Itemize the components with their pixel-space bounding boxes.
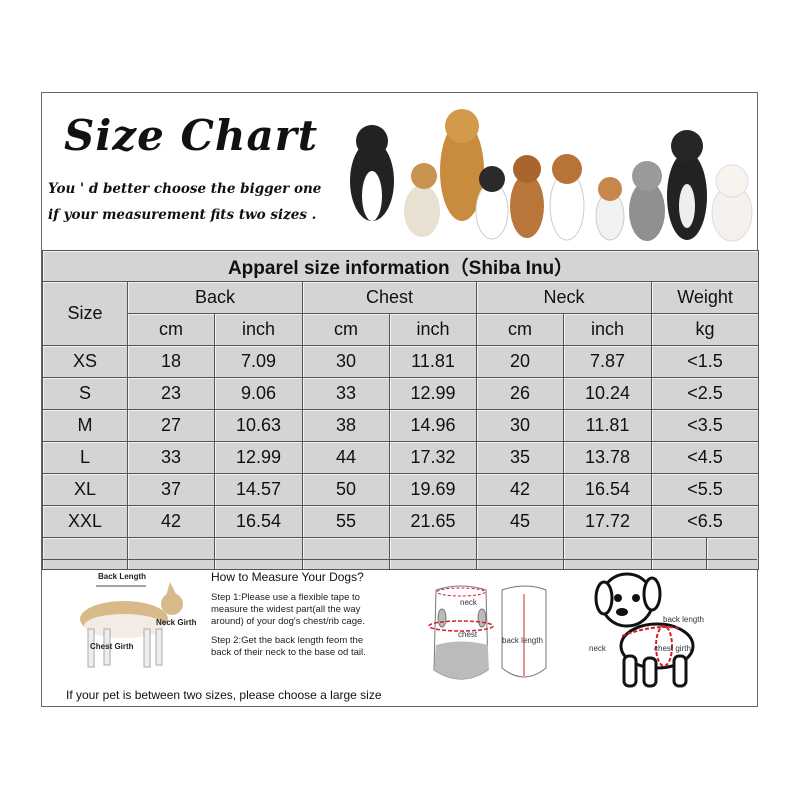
value-cell: 26 xyxy=(476,377,564,410)
unit-header: cm xyxy=(127,313,215,346)
value-cell: 23 xyxy=(127,377,215,410)
size-table: Apparel size information（Shiba Inu） Size… xyxy=(41,250,760,570)
value-cell: 38 xyxy=(302,409,390,442)
size-header: Size xyxy=(42,281,128,346)
table-row: S 23 9.06 33 12.99 26 10.24 <2.5 xyxy=(42,377,760,410)
value-cell: 11.81 xyxy=(563,409,652,442)
value-cell: 16.54 xyxy=(214,505,303,538)
subtitle-line-2: if your measurement fits two sizes . xyxy=(48,207,317,223)
dog-illustrations xyxy=(350,109,753,242)
value-cell: <1.5 xyxy=(650,345,760,378)
value-cell: 44 xyxy=(302,441,390,474)
value-cell: 9.06 xyxy=(214,377,303,410)
table-row: M 27 10.63 38 14.96 30 11.81 <3.5 xyxy=(42,409,760,442)
unit-header: inch xyxy=(389,313,477,346)
size-cell: L xyxy=(42,441,128,474)
value-cell: 33 xyxy=(127,441,215,474)
value-cell: 16.54 xyxy=(563,473,652,506)
table-row: XL 37 14.57 50 19.69 42 16.54 <5.5 xyxy=(42,473,760,506)
unit-header: inch xyxy=(214,313,303,346)
value-cell: 30 xyxy=(302,345,390,378)
garment-diagram xyxy=(428,585,547,680)
value-cell: 42 xyxy=(127,505,215,538)
value-cell: 18 xyxy=(127,345,215,378)
table-row: XXL 42 16.54 55 21.65 45 17.72 <6.5 xyxy=(42,505,760,538)
group-header-back: Back xyxy=(127,281,303,314)
garment-label-neck: neck xyxy=(460,598,477,607)
group-header-weight: Weight xyxy=(650,281,760,314)
value-cell: 30 xyxy=(476,409,564,442)
value-cell: 7.09 xyxy=(214,345,303,378)
value-cell: 10.24 xyxy=(563,377,652,410)
value-cell: 42 xyxy=(476,473,564,506)
empty-row xyxy=(42,537,760,570)
value-cell: 12.99 xyxy=(214,441,303,474)
unit-header: kg xyxy=(650,313,760,346)
measure-step-2: Step 2:Get the back length feom the back… xyxy=(211,635,366,658)
value-cell: 10.63 xyxy=(214,409,303,442)
value-cell: 45 xyxy=(476,505,564,538)
value-cell: 7.87 xyxy=(563,345,652,378)
value-cell: 17.72 xyxy=(563,505,652,538)
value-cell: <3.5 xyxy=(650,409,760,442)
group-header-neck: Neck xyxy=(476,281,652,314)
table-title: Apparel size information（Shiba Inu） xyxy=(41,250,760,282)
value-cell: 20 xyxy=(476,345,564,378)
measure-section: Back Length Neck Girth Chest Girth How t… xyxy=(42,559,757,709)
puppy-label-back-length: back length xyxy=(663,615,704,624)
label-chest-girth: Chest Girth xyxy=(90,642,134,651)
group-header-chest: Chest xyxy=(302,281,477,314)
puppy-label-neck: neck xyxy=(589,644,606,653)
table-row: L 33 12.99 44 17.32 35 13.78 <4.5 xyxy=(42,441,760,474)
unit-header: cm xyxy=(476,313,564,346)
units-row: cm inch cm inch cm inch kg xyxy=(43,313,760,346)
measure-heading: How to Measure Your Dogs? xyxy=(211,570,364,584)
value-cell: 14.57 xyxy=(214,473,303,506)
measure-step-1: Step 1:Please use a flexible tape to mea… xyxy=(211,592,365,627)
size-cell: S xyxy=(42,377,128,410)
chart-title: Size Chart xyxy=(64,111,319,160)
value-cell: 37 xyxy=(127,473,215,506)
value-cell: 11.81 xyxy=(389,345,477,378)
value-cell: 21.65 xyxy=(389,505,477,538)
size-cell: M xyxy=(42,409,128,442)
unit-header: inch xyxy=(563,313,652,346)
dog-measure-illustration xyxy=(80,582,183,668)
garment-label-back-length: back length xyxy=(502,636,543,645)
value-cell: <5.5 xyxy=(650,473,760,506)
size-cell: XS xyxy=(42,345,128,378)
unit-header: cm xyxy=(302,313,390,346)
size-cell: XXL xyxy=(42,505,128,538)
subtitle-line-1: You ' d better choose the bigger one xyxy=(48,181,322,197)
header: Size Chart You ' d better choose the big… xyxy=(42,93,757,250)
label-back-length: Back Length xyxy=(98,572,147,581)
value-cell: 50 xyxy=(302,473,390,506)
puppy-label-chest-girth: chest girth xyxy=(654,644,691,653)
garment-label-chest: chest xyxy=(458,630,478,639)
value-cell: 14.96 xyxy=(389,409,477,442)
puppy-diagram xyxy=(594,572,695,688)
value-cell: 55 xyxy=(302,505,390,538)
size-note: If your pet is between two sizes, please… xyxy=(66,688,382,702)
value-cell: 17.32 xyxy=(389,441,477,474)
value-cell: 19.69 xyxy=(389,473,477,506)
size-cell: XL xyxy=(42,473,128,506)
table-row: XS 18 7.09 30 11.81 20 7.87 <1.5 xyxy=(42,345,760,378)
pets-photo xyxy=(350,109,753,242)
value-cell: 13.78 xyxy=(563,441,652,474)
value-cell: <4.5 xyxy=(650,441,760,474)
value-cell: <6.5 xyxy=(650,505,760,538)
value-cell: <2.5 xyxy=(650,377,760,410)
value-cell: 27 xyxy=(127,409,215,442)
size-chart: Size Chart You ' d better choose the big… xyxy=(41,92,760,709)
value-cell: 33 xyxy=(302,377,390,410)
label-neck-girth: Neck Girth xyxy=(156,618,197,627)
value-cell: 12.99 xyxy=(389,377,477,410)
value-cell: 35 xyxy=(476,441,564,474)
